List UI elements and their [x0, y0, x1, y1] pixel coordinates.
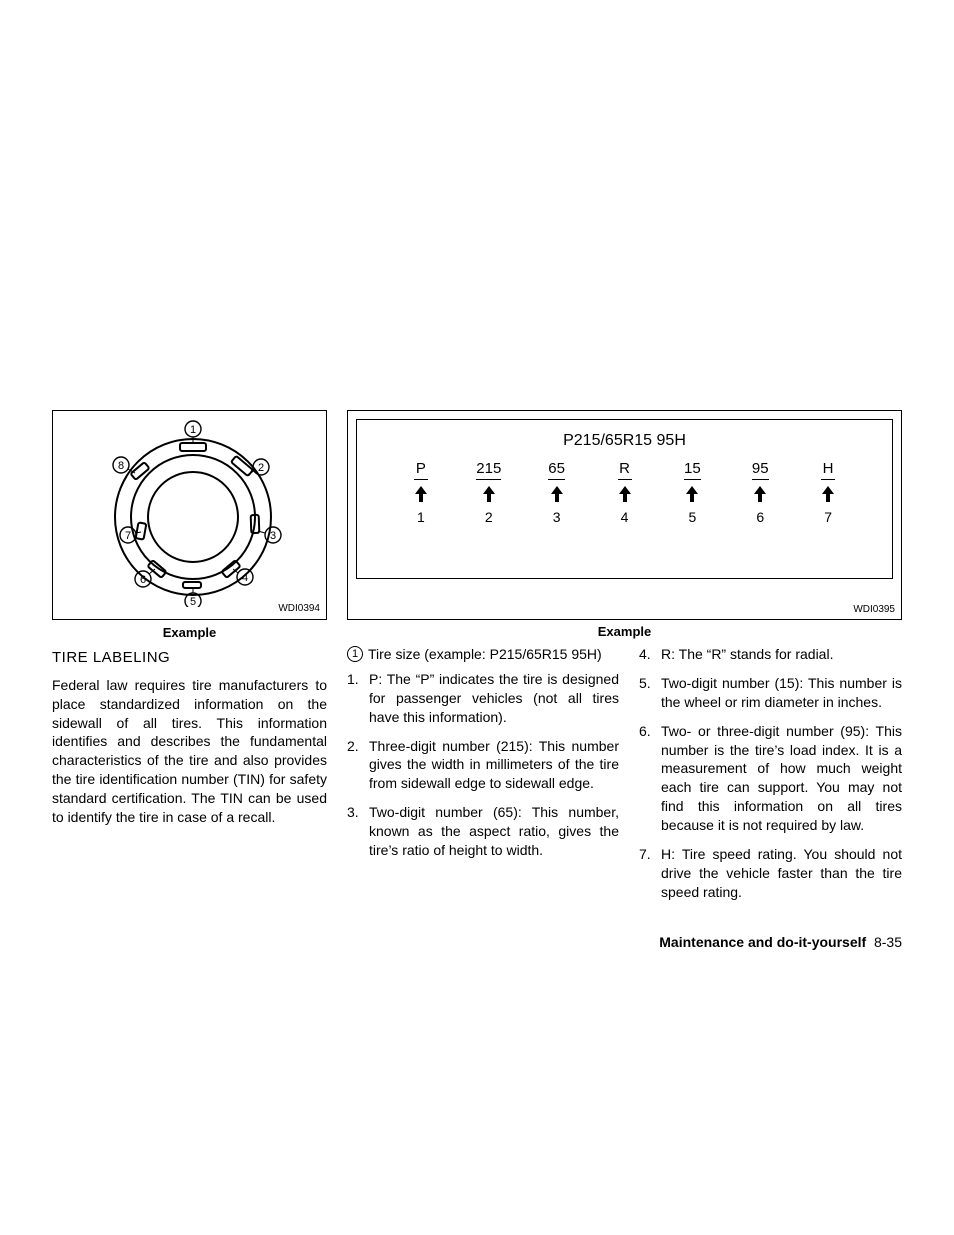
breakdown-letters-row: P 215 65 R 15 95 H [387, 460, 862, 480]
breakdown-label: P [414, 460, 428, 480]
svg-text:5: 5 [190, 596, 196, 607]
right-column: R: The “R” stands for radial. Two-digit … [639, 645, 902, 912]
breakdown-title: P215/65R15 95H [387, 432, 862, 450]
svg-text:2: 2 [258, 462, 264, 474]
section-title: TIRE LABELING [52, 648, 327, 668]
list-item: Three-digit number (215): This number gi… [347, 737, 619, 794]
breakdown-label: 215 [476, 460, 501, 480]
tire-diagram-frame: 1 2 3 4 5 6 7 8 WDI0394 [52, 410, 327, 620]
breakdown-frame: P215/65R15 95H P 215 65 R 15 95 H [347, 410, 902, 620]
callout-5: 5 [185, 589, 201, 607]
tire-size-line: 1 Tire size (example: P215/65R15 95H) [347, 645, 619, 664]
example-caption-left: Example [52, 624, 327, 642]
list-item: Two-digit number (65): This number, know… [347, 803, 619, 860]
breakdown-label: H [821, 460, 835, 480]
svg-text:8: 8 [118, 460, 124, 472]
definitions-list-1to3: P: The “P” indicates the tire is designe… [347, 670, 619, 860]
svg-text:7: 7 [125, 530, 131, 542]
breakdown-label: 65 [548, 460, 565, 480]
list-item: Two-digit number (15): This number is th… [639, 674, 902, 712]
breakdown-num: 6 [726, 509, 794, 525]
example-caption-right: Example [347, 624, 902, 639]
footer-section: Maintenance and do-it-yourself [659, 934, 866, 950]
breakdown-numbers-row: 1 2 3 4 5 6 7 [387, 509, 862, 525]
up-arrow-icon [754, 486, 766, 502]
tire-size-text: Tire size (example: P215/65R15 95H) [368, 645, 602, 664]
up-arrow-icon [483, 486, 495, 502]
right-stack: P215/65R15 95H P 215 65 R 15 95 H [347, 410, 902, 912]
circled-number-icon: 1 [347, 646, 363, 662]
list-item: P: The “P” indicates the tire is designe… [347, 670, 619, 727]
breakdown-num: 2 [455, 509, 523, 525]
up-arrow-icon [822, 486, 834, 502]
footer-page: 8-35 [874, 934, 902, 950]
breakdown-num: 4 [591, 509, 659, 525]
breakdown-label: R [618, 460, 632, 480]
breakdown-num: 1 [387, 509, 455, 525]
figure-code-right: WDI0395 [853, 604, 895, 615]
definitions-list-4to7: R: The “R” stands for radial. Two-digit … [639, 645, 902, 902]
up-arrow-icon [551, 486, 563, 502]
up-arrow-icon [619, 486, 631, 502]
page-content: 1 2 3 4 5 6 7 8 WDI0394 Example TIRE LAB… [52, 410, 902, 912]
breakdown-inner: P215/65R15 95H P 215 65 R 15 95 H [356, 419, 893, 579]
list-item: R: The “R” stands for radial. [639, 645, 902, 664]
breakdown-num: 5 [658, 509, 726, 525]
breakdown-label: 95 [752, 460, 769, 480]
up-arrow-icon [686, 486, 698, 502]
left-column: 1 2 3 4 5 6 7 8 WDI0394 Example TIRE LAB… [52, 410, 327, 827]
page-footer: Maintenance and do-it-yourself 8-35 [659, 933, 902, 952]
callout-8: 8 [113, 457, 135, 473]
list-item: Two- or three-digit number (95): This nu… [639, 722, 902, 835]
svg-text:4: 4 [242, 572, 248, 584]
middle-column: 1 Tire size (example: P215/65R15 95H) P:… [347, 645, 619, 912]
breakdown-num: 3 [523, 509, 591, 525]
up-arrow-icon [415, 486, 427, 502]
figure-code-left: WDI0394 [278, 602, 320, 616]
svg-text:6: 6 [140, 574, 146, 586]
svg-text:1: 1 [190, 424, 196, 436]
list-item: H: Tire speed rating. You should not dri… [639, 845, 902, 902]
breakdown-label: 15 [684, 460, 701, 480]
intro-paragraph: Federal law requires tire manufacturers … [52, 676, 327, 827]
callout-3: 3 [258, 527, 281, 543]
tire-diagram: 1 2 3 4 5 6 7 8 [103, 417, 283, 607]
breakdown-num: 7 [794, 509, 862, 525]
svg-text:3: 3 [270, 530, 276, 542]
breakdown-arrows-row [387, 480, 862, 509]
